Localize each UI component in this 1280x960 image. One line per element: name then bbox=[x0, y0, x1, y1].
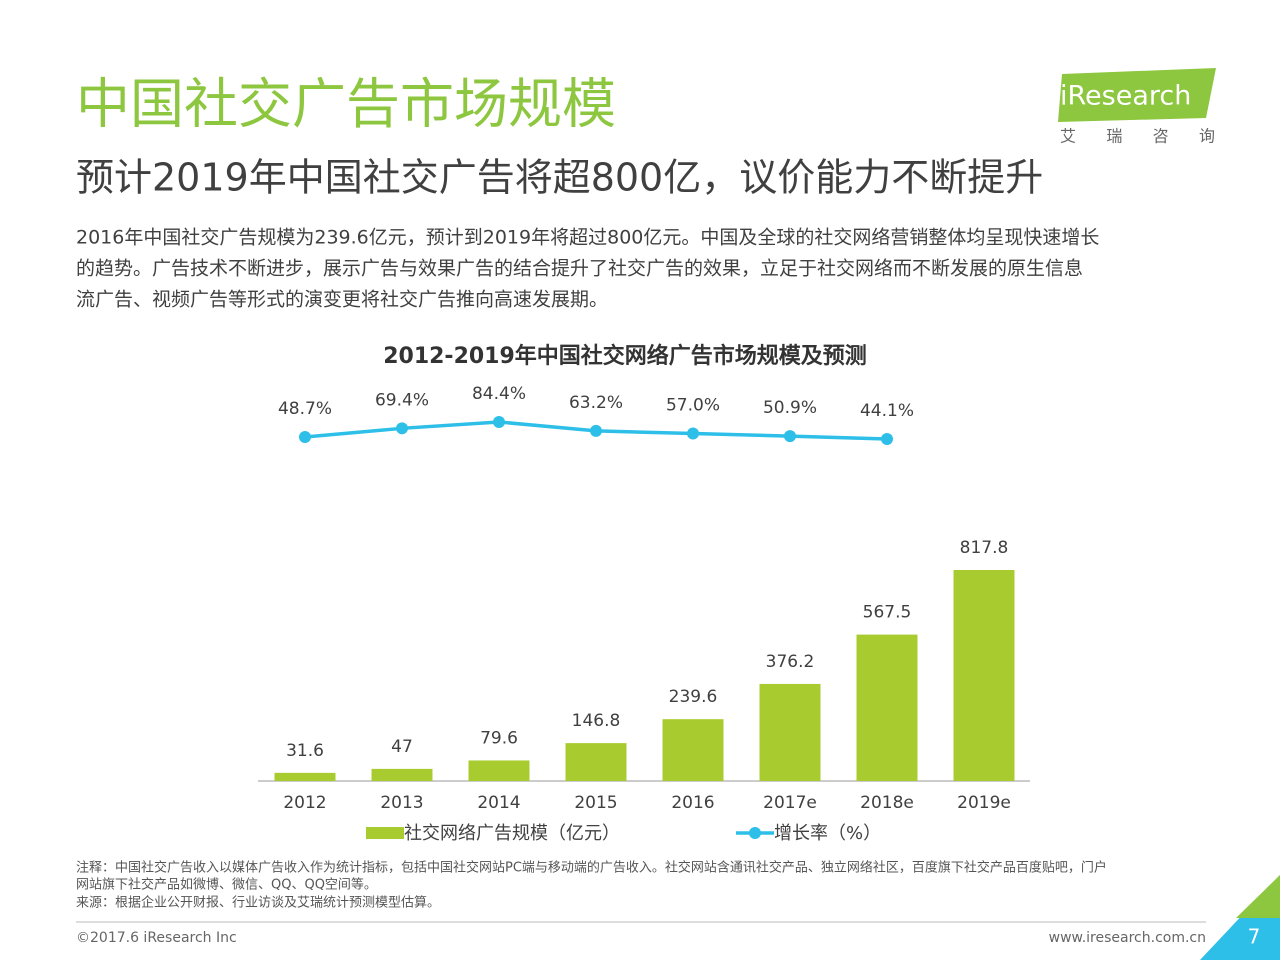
page-number: 7 bbox=[1248, 925, 1261, 949]
url: www.iresearch.com.cn bbox=[1049, 930, 1206, 946]
data-label: 63.2% bbox=[569, 393, 623, 413]
line-point bbox=[784, 430, 796, 443]
data-label: 567.5 bbox=[863, 603, 912, 623]
x-tick-label: 2012 bbox=[283, 793, 326, 813]
bar bbox=[662, 719, 724, 781]
data-label: 239.6 bbox=[669, 687, 718, 707]
note: 来源：根据企业公开财报、行业访谈及艾瑞统计预测模型估算。 bbox=[76, 895, 440, 911]
data-label: 84.4% bbox=[472, 384, 526, 404]
data-label: 69.4% bbox=[375, 390, 429, 410]
data-label: 79.6 bbox=[480, 728, 518, 748]
data-label: 57.0% bbox=[666, 396, 720, 416]
body-line: 流广告、视频广告等形式的演变更将社交广告推向高速发展期。 bbox=[76, 289, 608, 311]
data-label: 44.1% bbox=[860, 401, 914, 421]
legend-swatch bbox=[749, 827, 761, 839]
line-point bbox=[299, 431, 311, 444]
data-label: 50.9% bbox=[763, 398, 817, 418]
note: 网站旗下社交产品如微博、微信、QQ、QQ空间等。 bbox=[76, 877, 377, 893]
data-label: 47 bbox=[391, 737, 413, 757]
x-tick-label: 2016 bbox=[671, 793, 714, 813]
bar bbox=[468, 760, 530, 781]
bar bbox=[856, 634, 918, 781]
data-label: 817.8 bbox=[960, 538, 1009, 558]
x-tick-label: 2019e bbox=[957, 793, 1011, 813]
line-point bbox=[687, 427, 699, 440]
line-point bbox=[493, 415, 505, 428]
bar bbox=[371, 768, 433, 781]
body-line: 2016年中国社交广告规模为239.6亿元，预计到2019年将超过800亿元。中… bbox=[76, 227, 1099, 249]
line-point bbox=[396, 422, 408, 435]
logo-bg bbox=[1058, 68, 1216, 122]
x-tick-label: 2014 bbox=[477, 793, 520, 813]
line-point bbox=[590, 424, 602, 437]
data-label: 48.7% bbox=[278, 399, 332, 419]
x-tick-label: 2018e bbox=[860, 793, 914, 813]
legend-swatch bbox=[366, 827, 404, 839]
bar bbox=[565, 743, 627, 781]
bar bbox=[274, 772, 336, 781]
bar bbox=[759, 683, 821, 781]
x-tick-label: 2017e bbox=[763, 793, 817, 813]
x-tick-label: 2013 bbox=[380, 793, 423, 813]
logo: iResearch bbox=[1060, 81, 1191, 112]
legend-label: 增长率（%） bbox=[774, 823, 881, 844]
legend-label: 社交网络广告规模（亿元） bbox=[404, 823, 620, 844]
corner-deco bbox=[1236, 875, 1280, 918]
body-line: 的趋势。广告技术不断进步，展示广告与效果广告的结合提升了社交广告的效果，立足于社… bbox=[76, 258, 1083, 280]
data-label: 31.6 bbox=[286, 741, 324, 761]
logo-sub: 艾 瑞 咨 询 bbox=[1060, 127, 1215, 146]
x-tick-label: 2015 bbox=[574, 793, 617, 813]
subtitle: 预计2019年中国社交广告将超800亿，议价能力不断提升 bbox=[76, 156, 1043, 200]
bar bbox=[953, 570, 1015, 781]
data-label: 146.8 bbox=[572, 711, 621, 731]
line-point bbox=[881, 432, 893, 445]
note: 注释：中国社交广告收入以媒体广告收入作为统计指标，包括中国社交网站PC端与移动端… bbox=[76, 860, 1107, 876]
data-label: 376.2 bbox=[766, 652, 815, 672]
chart-title: 2012-2019年中国社交网络广告市场规模及预测 bbox=[383, 343, 867, 369]
title: 中国社交广告市场规模 bbox=[76, 73, 616, 136]
copyright: ©2017.6 iResearch Inc bbox=[76, 930, 237, 946]
